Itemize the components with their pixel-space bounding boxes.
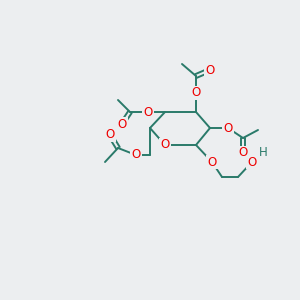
Text: O: O xyxy=(131,148,141,161)
Text: O: O xyxy=(206,64,214,76)
Text: O: O xyxy=(117,118,127,130)
Text: O: O xyxy=(143,106,153,118)
Text: O: O xyxy=(248,155,256,169)
Text: O: O xyxy=(191,86,201,100)
Text: H: H xyxy=(259,146,267,158)
Text: O: O xyxy=(160,139,169,152)
Text: O: O xyxy=(238,146,247,160)
Text: O: O xyxy=(105,128,115,142)
Text: O: O xyxy=(224,122,232,134)
Text: O: O xyxy=(207,155,217,169)
